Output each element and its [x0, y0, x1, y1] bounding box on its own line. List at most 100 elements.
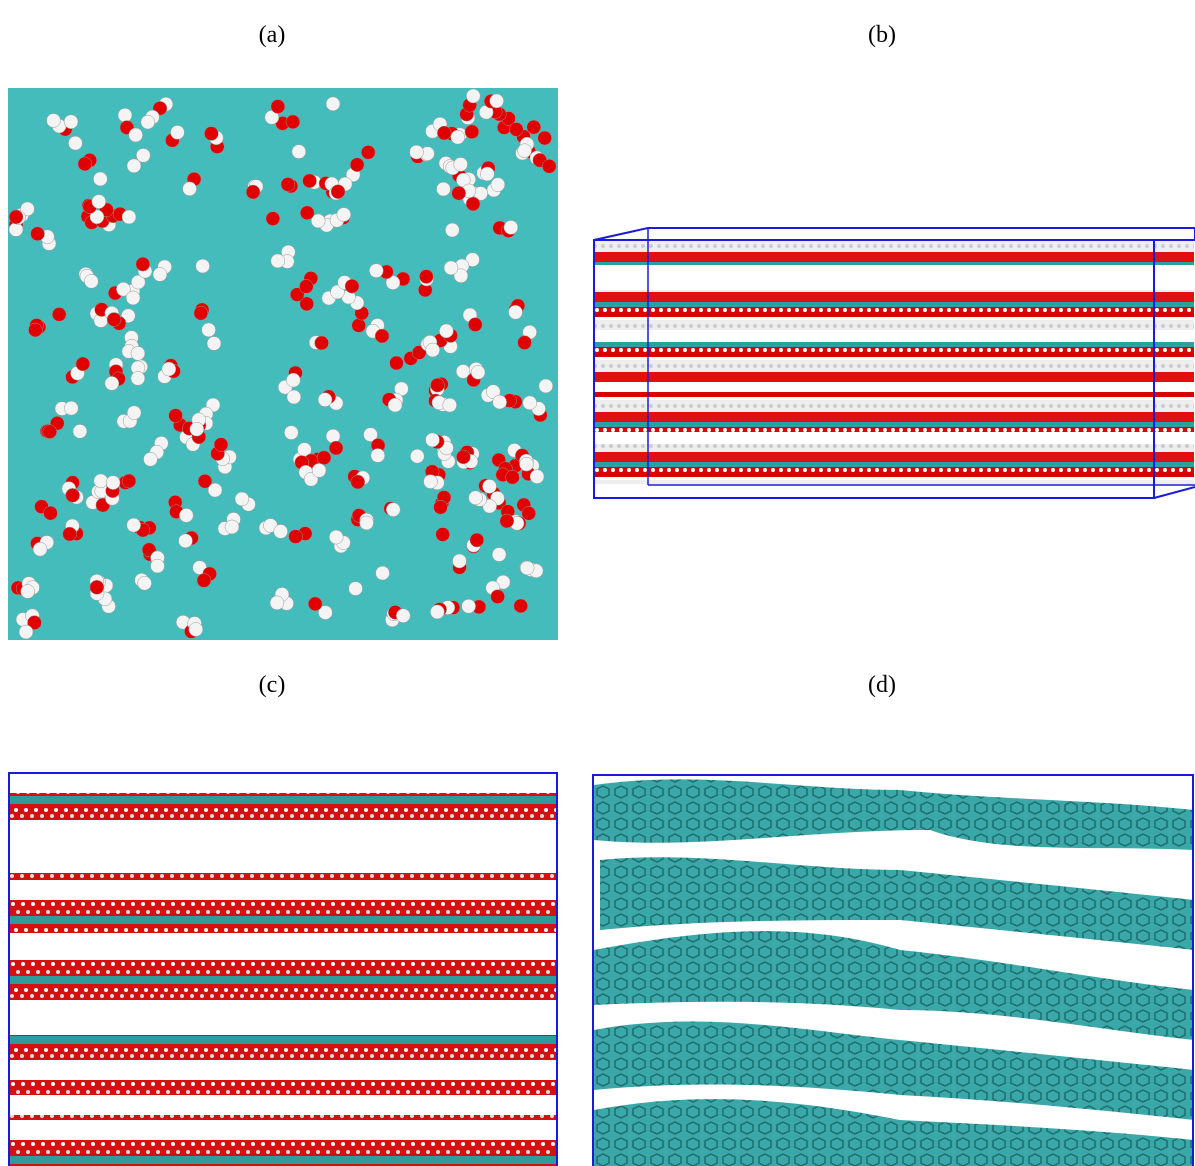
- atom: [326, 97, 340, 111]
- layered-box: [594, 228, 1195, 498]
- atom: [505, 470, 519, 484]
- atom: [178, 534, 192, 548]
- atom: [169, 409, 183, 423]
- panel-label: (b): [868, 22, 896, 48]
- atom: [208, 483, 222, 497]
- atom: [492, 548, 506, 562]
- atom: [519, 457, 533, 471]
- atom: [329, 530, 343, 544]
- atom: [28, 323, 42, 337]
- atom: [43, 425, 57, 439]
- atom: [106, 476, 120, 490]
- atom: [469, 491, 483, 505]
- atom: [480, 167, 494, 181]
- atom: [439, 324, 453, 338]
- atom: [33, 542, 47, 556]
- atom: [141, 115, 155, 129]
- atom: [462, 599, 476, 613]
- atom: [351, 475, 365, 489]
- atom: [189, 622, 203, 636]
- atom: [204, 127, 218, 141]
- atom: [500, 514, 514, 528]
- atom: [274, 524, 288, 538]
- atom: [436, 182, 450, 196]
- atom: [292, 145, 306, 159]
- atom: [352, 318, 366, 332]
- atom: [465, 125, 479, 139]
- atom: [337, 208, 351, 222]
- atom: [225, 520, 239, 534]
- atom: [214, 438, 228, 452]
- atom: [425, 433, 439, 447]
- atom: [64, 401, 78, 415]
- atom: [150, 559, 164, 573]
- atom: [281, 177, 295, 191]
- atom: [518, 144, 532, 158]
- atom: [491, 178, 505, 192]
- atom: [270, 596, 284, 610]
- atom: [468, 318, 482, 332]
- atom: [410, 145, 424, 159]
- atom: [299, 279, 313, 293]
- atom: [430, 605, 444, 619]
- atom: [523, 396, 537, 410]
- atom: [289, 530, 303, 544]
- atom: [179, 508, 193, 522]
- atom: [138, 576, 152, 590]
- atom: [271, 99, 285, 113]
- atom: [369, 264, 383, 278]
- atom: [118, 108, 132, 122]
- atom: [9, 223, 23, 237]
- atom: [286, 373, 300, 387]
- atom: [410, 449, 424, 463]
- atom: [19, 625, 33, 639]
- atom: [445, 223, 459, 237]
- atom: [207, 336, 221, 350]
- atom: [127, 406, 141, 420]
- atom: [122, 474, 136, 488]
- atom: [456, 450, 470, 464]
- atom: [361, 145, 375, 159]
- atom: [78, 157, 92, 171]
- atom: [131, 371, 145, 385]
- atom: [196, 259, 210, 273]
- atom: [539, 379, 553, 393]
- atom: [235, 492, 249, 506]
- atom: [308, 597, 322, 611]
- atom: [170, 125, 184, 139]
- atom: [183, 182, 197, 196]
- atom: [491, 590, 505, 604]
- atom: [122, 210, 136, 224]
- atom: [329, 441, 343, 455]
- atom: [266, 212, 280, 226]
- atom: [76, 357, 90, 371]
- atom: [47, 113, 61, 127]
- atom: [126, 291, 140, 305]
- atom: [202, 323, 216, 337]
- atom: [514, 599, 528, 613]
- atom: [312, 463, 326, 477]
- atom: [466, 197, 480, 211]
- atom: [300, 206, 314, 220]
- figure: (a) (b) (c) (d): [0, 0, 1195, 1166]
- atom: [350, 158, 364, 172]
- atom: [64, 115, 78, 129]
- atom: [190, 422, 204, 436]
- atom: [94, 474, 108, 488]
- atom: [21, 584, 35, 598]
- atom: [286, 115, 300, 129]
- panel-label: (a): [259, 22, 286, 48]
- atom: [63, 527, 77, 541]
- atom: [66, 488, 80, 502]
- atom: [127, 518, 141, 532]
- atom: [520, 561, 534, 575]
- atom: [129, 128, 143, 142]
- atom: [424, 475, 438, 489]
- atom: [197, 573, 211, 587]
- atom: [375, 329, 389, 343]
- atom: [284, 426, 298, 440]
- atom: [303, 174, 317, 188]
- atom: [318, 393, 332, 407]
- atom: [376, 566, 390, 580]
- atom: [518, 336, 532, 350]
